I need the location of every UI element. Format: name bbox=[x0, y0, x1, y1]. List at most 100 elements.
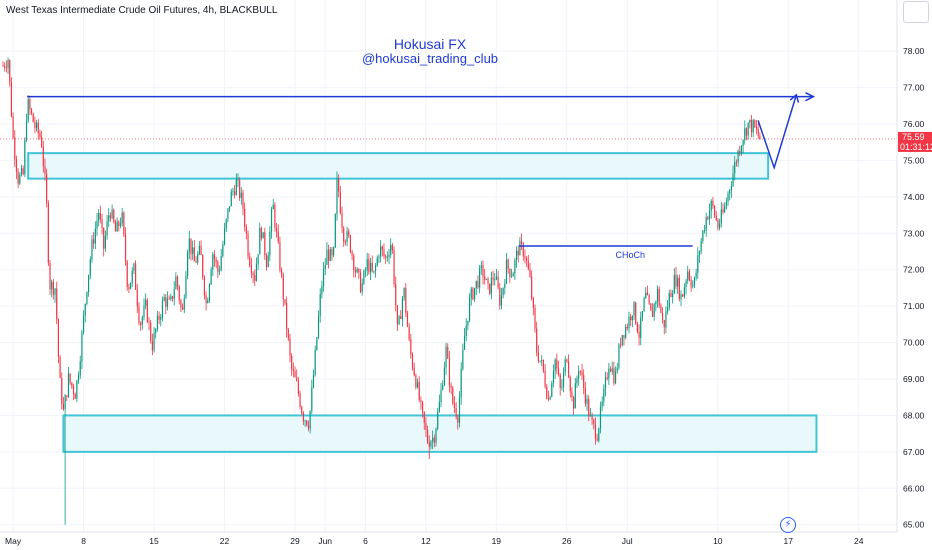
candle-body bbox=[655, 301, 657, 304]
candle-body bbox=[94, 228, 96, 244]
candle-body bbox=[692, 285, 694, 287]
candle-body bbox=[9, 59, 11, 83]
demand-supply-zones[interactable] bbox=[27, 152, 818, 453]
candle-body bbox=[477, 280, 479, 288]
candle-body bbox=[510, 276, 513, 278]
candle-body bbox=[327, 249, 330, 261]
demand-zone[interactable] bbox=[62, 414, 818, 453]
projection-arrowhead bbox=[789, 93, 800, 103]
watermark-title: Hokusai FX bbox=[393, 36, 467, 52]
candle-body bbox=[247, 234, 249, 257]
candle-body bbox=[198, 245, 200, 255]
candle-body bbox=[163, 297, 165, 301]
candle-body bbox=[430, 441, 432, 447]
price-axis[interactable]: 65.00 66.00 67.00 68.00 69.00 70.00 71.00 72.00… bbox=[896, 0, 932, 550]
candle-body bbox=[103, 227, 105, 249]
candle-body bbox=[598, 428, 600, 441]
candle-body bbox=[287, 329, 289, 339]
candle-body bbox=[433, 437, 435, 443]
price-tick-label: 69.00 bbox=[903, 374, 925, 384]
price-tick-label: 67.00 bbox=[903, 447, 925, 457]
time-tick-label: 22 bbox=[220, 536, 230, 546]
candle-body bbox=[480, 265, 482, 269]
panel-icon[interactable] bbox=[903, 1, 929, 23]
candle-body bbox=[301, 406, 303, 414]
supply-zone[interactable] bbox=[27, 152, 770, 180]
candle-body bbox=[296, 377, 298, 381]
candle-body bbox=[604, 377, 607, 389]
candle-body bbox=[259, 228, 261, 255]
candle-body bbox=[381, 246, 383, 250]
price-tick-label: 74.00 bbox=[903, 192, 925, 202]
time-tick-label: 6 bbox=[363, 536, 368, 546]
candle-body bbox=[435, 428, 437, 443]
candle-body bbox=[306, 420, 308, 426]
candle-body bbox=[244, 208, 246, 227]
candle-body bbox=[324, 264, 326, 270]
candle-body bbox=[220, 255, 222, 271]
price-tag-countdown: 01:31:12 bbox=[900, 142, 932, 152]
candle-body bbox=[542, 359, 545, 371]
candle-body bbox=[630, 316, 632, 321]
lightning-icon[interactable]: ⚡ bbox=[780, 517, 796, 533]
candle-body bbox=[240, 192, 242, 198]
candle-body bbox=[685, 280, 687, 288]
candle-body bbox=[312, 374, 315, 388]
candle-body bbox=[625, 326, 627, 338]
candle-body bbox=[79, 361, 81, 376]
candle-body bbox=[217, 262, 219, 272]
candle-body bbox=[210, 269, 212, 285]
candle-body bbox=[661, 312, 664, 320]
candle-body bbox=[346, 231, 348, 243]
candle-body bbox=[228, 206, 231, 209]
projection-path[interactable] bbox=[757, 94, 798, 171]
candle-body bbox=[373, 270, 375, 272]
candle-body bbox=[732, 173, 734, 186]
candle-body bbox=[267, 255, 269, 267]
candle-body bbox=[505, 259, 508, 284]
candle-body bbox=[96, 220, 98, 229]
candle-body bbox=[260, 228, 263, 239]
candle-body bbox=[292, 369, 294, 372]
candle-body bbox=[584, 387, 586, 404]
price-tick-label: 75.00 bbox=[903, 155, 925, 165]
candle-body bbox=[171, 296, 174, 299]
candle-body bbox=[168, 298, 170, 300]
candle-body bbox=[277, 231, 279, 243]
candle-body bbox=[218, 270, 221, 272]
candle-body bbox=[343, 227, 345, 242]
candle-body bbox=[17, 171, 19, 184]
candle-body bbox=[440, 389, 442, 403]
candle-body bbox=[321, 285, 323, 295]
candle-body bbox=[603, 388, 605, 402]
candle-body bbox=[564, 359, 566, 372]
candle-body bbox=[195, 261, 197, 263]
candle-body bbox=[500, 295, 503, 306]
candle-body bbox=[227, 208, 229, 220]
candle-body bbox=[42, 146, 44, 166]
drawings[interactable] bbox=[0, 92, 897, 247]
candle-body bbox=[470, 288, 472, 299]
candle-body bbox=[720, 209, 722, 224]
candle-body bbox=[423, 411, 425, 423]
candle-body bbox=[286, 302, 288, 330]
candle-body bbox=[569, 377, 571, 392]
time-axis[interactable]: May 8 15 22 29 Jun 6 12 19 26 Jul 10 17 24 bbox=[0, 531, 897, 546]
candle-body bbox=[747, 122, 749, 136]
candle-body bbox=[12, 116, 14, 138]
candle-body bbox=[729, 190, 731, 194]
candle-body bbox=[724, 206, 726, 213]
symbol-title[interactable]: West Texas Intermediate Crude Oil Future… bbox=[6, 5, 278, 16]
time-tick-label: May bbox=[5, 536, 22, 546]
candle-body bbox=[212, 254, 214, 270]
candle-body bbox=[670, 293, 672, 298]
candle-body bbox=[666, 307, 669, 312]
candle-body bbox=[502, 287, 504, 296]
candle-body bbox=[418, 382, 420, 401]
candle-body bbox=[59, 356, 61, 379]
candle-body bbox=[653, 303, 655, 317]
candle-body bbox=[651, 310, 654, 317]
candle-body bbox=[554, 359, 556, 372]
candle-body bbox=[135, 263, 137, 290]
